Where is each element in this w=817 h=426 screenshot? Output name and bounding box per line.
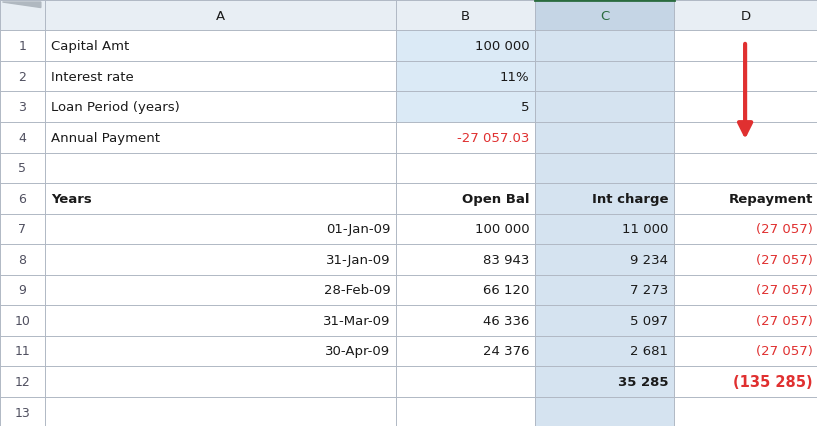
Text: 5: 5: [19, 162, 26, 175]
Text: Int charge: Int charge: [592, 193, 668, 205]
Text: C: C: [600, 10, 609, 23]
Text: (27 057): (27 057): [756, 253, 813, 266]
Text: A: A: [216, 10, 225, 23]
Text: -27 057.03: -27 057.03: [457, 132, 529, 144]
Text: D: D: [740, 10, 751, 23]
Bar: [396, 92, 535, 123]
Text: 9: 9: [19, 284, 26, 296]
Text: 28-Feb-09: 28-Feb-09: [324, 284, 391, 296]
Text: 5: 5: [521, 101, 529, 114]
Text: 01-Jan-09: 01-Jan-09: [326, 223, 391, 236]
Text: (135 285): (135 285): [734, 374, 813, 389]
Text: 12: 12: [15, 375, 30, 388]
Bar: [0, 1, 817, 32]
Text: 10: 10: [15, 314, 30, 327]
Text: 100 000: 100 000: [475, 223, 529, 236]
Bar: [535, 32, 674, 426]
Text: 83 943: 83 943: [483, 253, 529, 266]
Text: (27 057): (27 057): [756, 284, 813, 296]
Text: 2: 2: [19, 71, 26, 83]
Text: 31-Jan-09: 31-Jan-09: [326, 253, 391, 266]
Bar: [396, 32, 535, 62]
Text: (27 057): (27 057): [756, 223, 813, 236]
Text: 24 376: 24 376: [483, 345, 529, 357]
Text: 30-Apr-09: 30-Apr-09: [325, 345, 391, 357]
Text: 35 285: 35 285: [618, 375, 668, 388]
Text: Annual Payment: Annual Payment: [51, 132, 160, 144]
Text: 6: 6: [19, 193, 26, 205]
Text: 31-Mar-09: 31-Mar-09: [324, 314, 391, 327]
Text: 46 336: 46 336: [483, 314, 529, 327]
Text: 11%: 11%: [500, 71, 529, 83]
Text: 8: 8: [19, 253, 26, 266]
Text: Capital Amt: Capital Amt: [51, 40, 130, 53]
Text: Open Bal: Open Bal: [462, 193, 529, 205]
Text: 3: 3: [19, 101, 26, 114]
Text: 11 000: 11 000: [622, 223, 668, 236]
Text: (27 057): (27 057): [756, 314, 813, 327]
Text: (27 057): (27 057): [756, 345, 813, 357]
Text: Loan Period (years): Loan Period (years): [51, 101, 181, 114]
Text: Repayment: Repayment: [729, 193, 813, 205]
Bar: [396, 62, 535, 92]
Text: 1: 1: [19, 40, 26, 53]
Text: 9 234: 9 234: [630, 253, 668, 266]
Polygon shape: [2, 3, 41, 9]
Text: 7 273: 7 273: [630, 284, 668, 296]
Text: 2 681: 2 681: [630, 345, 668, 357]
Text: 100 000: 100 000: [475, 40, 529, 53]
Text: 5 097: 5 097: [630, 314, 668, 327]
Text: 13: 13: [15, 406, 30, 418]
Text: 7: 7: [19, 223, 26, 236]
Text: Years: Years: [51, 193, 92, 205]
Text: B: B: [461, 10, 471, 23]
Text: Interest rate: Interest rate: [51, 71, 134, 83]
Bar: [535, 1, 674, 32]
Text: 11: 11: [15, 345, 30, 357]
Text: 66 120: 66 120: [483, 284, 529, 296]
Text: 4: 4: [19, 132, 26, 144]
